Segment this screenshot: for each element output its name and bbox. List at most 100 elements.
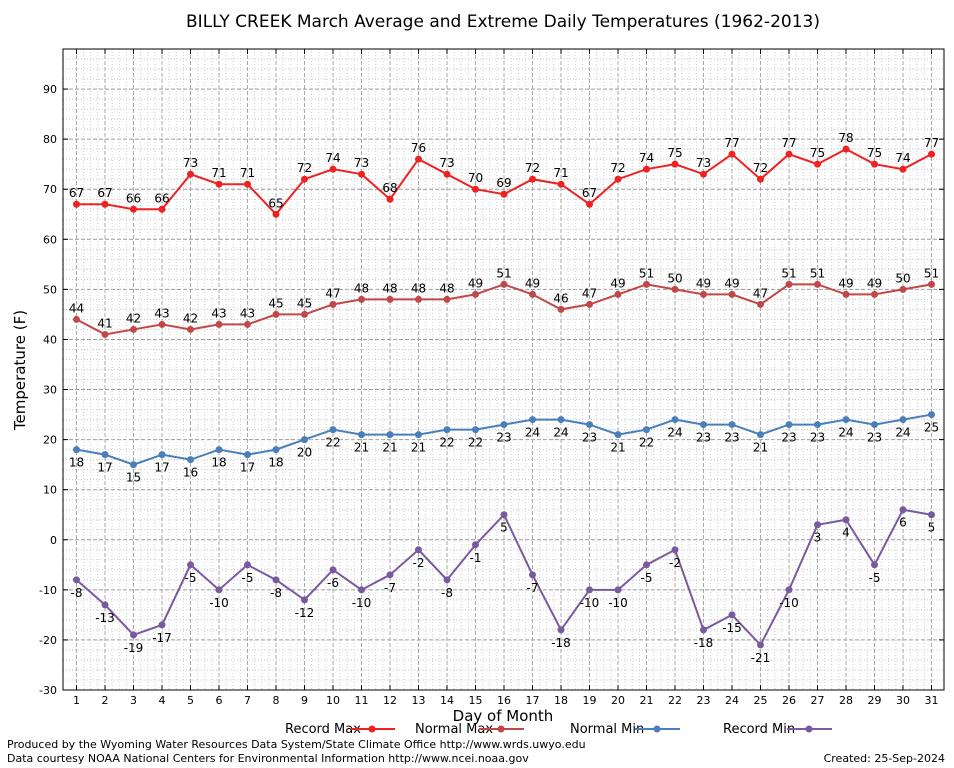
normal-min-data-label: 20 [297, 446, 312, 460]
footer-data-courtesy: Data courtesy NOAA National Centers for … [7, 752, 529, 765]
normal-max-point [785, 280, 793, 288]
record-max-data-label: 72 [610, 161, 625, 175]
normal-max-point [928, 280, 935, 288]
normal-min-point [671, 416, 679, 424]
y-axis-label: Temperature (F) [11, 310, 29, 431]
x-tick-label: 3 [130, 694, 137, 707]
record-min-data-label: -5 [242, 571, 254, 585]
normal-min-point [301, 436, 308, 444]
legend-label-normal-min: Normal Min [570, 722, 644, 737]
record-max-point [130, 205, 137, 213]
normal-max-point [871, 290, 878, 298]
record-min-point [557, 626, 565, 634]
record-max-point [671, 160, 679, 168]
record-max-point [329, 165, 337, 173]
normal-min-point [700, 421, 707, 429]
record-max-data-label: 71 [240, 166, 255, 180]
record-max-data-label: 72 [525, 161, 540, 175]
normal-max-data-label: 49 [525, 276, 540, 290]
record-max-point [728, 150, 736, 158]
record-max-data-label: 68 [382, 181, 397, 195]
record-min-point [472, 541, 479, 549]
record-min-data-label: -5 [641, 571, 653, 585]
x-tick-label: 12 [383, 694, 397, 707]
record-min-data-label: -10 [209, 596, 229, 610]
normal-max-data-label: 50 [895, 271, 910, 285]
x-tick-label: 19 [583, 694, 597, 707]
legend-marker-record-max [368, 725, 376, 733]
x-tick-label: 21 [640, 694, 654, 707]
normal-min-data-label: 22 [468, 436, 483, 450]
y-tick-label: 30 [43, 384, 57, 397]
record-max-point [757, 175, 764, 183]
record-max-data-label: 67 [582, 186, 597, 200]
x-tick-label: 28 [839, 694, 853, 707]
normal-max-series: 44 41 42 43 42 43 43 45 45 47 48 48 48 48 49 51 49 46 47 49… [69, 266, 939, 338]
normal-max-data-label: 47 [582, 286, 597, 300]
normal-min-point [842, 416, 850, 424]
record-max-point [842, 145, 850, 153]
record-min-data-label: 3 [814, 531, 822, 545]
record-min-data-label: -2 [669, 556, 681, 570]
record-min-point [187, 561, 194, 569]
record-max-data-label: 73 [354, 156, 369, 170]
x-tick-label: 14 [440, 694, 454, 707]
normal-min-point [358, 431, 365, 439]
normal-min-data-label: 23 [582, 431, 597, 445]
normal-min-point [871, 421, 878, 429]
normal-max-data-label: 47 [753, 286, 768, 300]
record-min-data-label: -13 [95, 611, 115, 625]
record-min-point [272, 576, 280, 584]
x-tick-label: 23 [697, 694, 711, 707]
record-max-data-label: 75 [810, 146, 825, 160]
normal-max-point [700, 290, 707, 298]
x-tick-label: 2 [102, 694, 109, 707]
normal-min-point [643, 426, 650, 434]
normal-max-point [899, 285, 907, 293]
legend-label-record-max: Record Max [285, 722, 361, 737]
normal-max-data-label: 51 [781, 266, 796, 280]
record-min-data-label: -6 [327, 576, 339, 590]
normal-max-point [272, 310, 280, 318]
normal-min-point [158, 451, 166, 459]
record-min-data-label: -15 [722, 621, 742, 635]
record-min-point [415, 546, 422, 554]
normal-min-data-label: 24 [838, 426, 853, 440]
record-min-point [500, 511, 508, 519]
normal-max-point [244, 320, 251, 328]
normal-max-data-label: 51 [639, 266, 654, 280]
normal-min-data-label: 22 [639, 436, 654, 450]
record-min-point [671, 546, 679, 554]
normal-min-data-label: 17 [97, 461, 112, 475]
record-max-data-label: 72 [297, 161, 312, 175]
record-max-point [101, 200, 109, 208]
normal-min-point [814, 421, 821, 429]
record-max-point [529, 175, 536, 183]
record-min-series: -8-13-19-17-5-10-5-8-12-6-10-7-2-8-15-7-… [71, 506, 935, 665]
record-min-point [728, 611, 736, 619]
legend-marker-record-min [805, 725, 813, 733]
legend: Record Max Normal Max Normal Min Record Min [285, 722, 832, 737]
normal-min-point [130, 461, 137, 469]
normal-min-data-label: 16 [183, 466, 198, 480]
normal-max-point [557, 305, 565, 313]
normal-min-data-label: 22 [439, 436, 454, 450]
x-tick-label: 1 [73, 694, 80, 707]
x-tick-label: 13 [412, 694, 426, 707]
normal-max-data-label: 45 [297, 296, 312, 310]
y-tick-label: 10 [43, 484, 57, 497]
record-max-data-label: 65 [268, 196, 283, 210]
normal-max-data-label: 44 [69, 301, 84, 315]
normal-max-data-label: 50 [667, 271, 682, 285]
normal-max-point [101, 330, 109, 338]
record-max-data-label: 71 [553, 166, 568, 180]
record-max-data-label: 69 [496, 176, 511, 190]
normal-max-point [215, 320, 223, 328]
x-tick-label: 4 [159, 694, 166, 707]
x-tick-label: 26 [782, 694, 796, 707]
record-max-point [244, 180, 251, 188]
y-tick-label: 50 [43, 283, 57, 296]
y-tick-label: 0 [50, 534, 57, 547]
y-tick-label: -20 [39, 634, 57, 647]
